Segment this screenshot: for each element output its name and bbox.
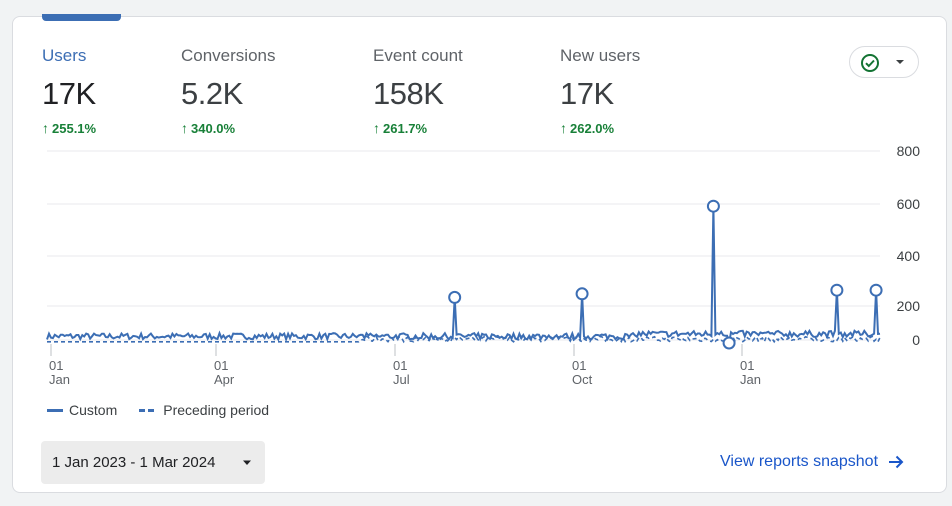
date-range-label: 1 Jan 2023 - 1 Mar 2024 xyxy=(52,454,216,471)
check-circle-icon xyxy=(861,54,879,72)
metric-change: ↑ 255.1% xyxy=(42,120,97,136)
y-tick-label: 0 xyxy=(912,332,920,348)
active-metric-indicator xyxy=(42,14,121,21)
x-tick-month: Jan xyxy=(49,372,70,387)
metric-label: Event count xyxy=(373,46,463,65)
metric-label: Conversions xyxy=(181,46,276,65)
x-tick-month: Apr xyxy=(214,372,235,387)
metric-value: 17K xyxy=(560,76,614,111)
anomaly-marker xyxy=(575,287,589,301)
anomaly-marker xyxy=(706,199,720,213)
anomaly-marker xyxy=(869,283,883,297)
arrow-up-icon: ↑ xyxy=(42,120,49,136)
chart-grid xyxy=(47,150,880,341)
metric-label: New users xyxy=(560,46,641,65)
data-quality-dropdown[interactable] xyxy=(849,46,919,78)
dashed-line-swatch xyxy=(139,408,158,412)
metric-users[interactable]: Users 17K ↑ 255.1% xyxy=(42,46,96,136)
x-tick-day: 01 xyxy=(740,358,754,373)
solid-line-swatch xyxy=(47,408,63,412)
y-axis: 800 600 400 200 0 xyxy=(897,143,921,348)
metric-conversions[interactable]: Conversions 5.2K ↑ 340.0% xyxy=(181,46,276,136)
date-range-button[interactable]: 1 Jan 2023 - 1 Mar 2024 xyxy=(41,441,265,484)
metric-change: ↑ 262.0% xyxy=(560,120,615,136)
series-line-custom xyxy=(46,206,881,344)
arrow-up-icon: ↑ xyxy=(181,120,188,136)
x-tick-month: Jan xyxy=(740,372,761,387)
x-tick-day: 01 xyxy=(572,358,586,373)
arrow-up-icon: ↑ xyxy=(373,120,380,136)
y-tick-label: 800 xyxy=(897,143,921,159)
y-tick-label: 400 xyxy=(897,248,921,264)
anomaly-marker xyxy=(830,283,844,297)
arrow-up-icon: ↑ xyxy=(560,120,567,136)
metric-change: ↑ 261.7% xyxy=(373,120,428,136)
arrow-right-icon xyxy=(889,455,904,469)
anomaly-markers xyxy=(448,199,883,350)
metric-label: Users xyxy=(42,46,87,65)
x-tick-day: 01 xyxy=(49,358,63,373)
x-tick-day: 01 xyxy=(214,358,228,373)
metric-value: 5.2K xyxy=(181,76,243,111)
anomaly-marker xyxy=(722,336,736,350)
legend-item-preceding[interactable]: Preceding period xyxy=(139,402,269,418)
y-tick-label: 600 xyxy=(897,196,921,212)
chart-legend: Custom Preceding period xyxy=(47,402,269,418)
caret-down-icon xyxy=(896,60,904,64)
metric-value: 158K xyxy=(373,76,444,111)
y-tick-label: 200 xyxy=(897,298,921,314)
legend-item-custom[interactable]: Custom xyxy=(47,402,117,418)
metric-value: 17K xyxy=(42,76,96,111)
x-tick-month: Jul xyxy=(393,372,410,387)
metric-change: ↑ 340.0% xyxy=(181,120,236,136)
x-tick-day: 01 xyxy=(393,358,407,373)
metric-new-users[interactable]: New users 17K ↑ 262.0% xyxy=(560,46,640,136)
anomaly-marker xyxy=(448,290,462,304)
x-tick-month: Oct xyxy=(572,372,593,387)
view-reports-snapshot-link[interactable]: View reports snapshot xyxy=(720,453,904,471)
caret-down-icon xyxy=(243,460,251,465)
overview-card xyxy=(12,16,947,493)
metric-event-count[interactable]: Event count 158K ↑ 261.7% xyxy=(373,46,463,136)
